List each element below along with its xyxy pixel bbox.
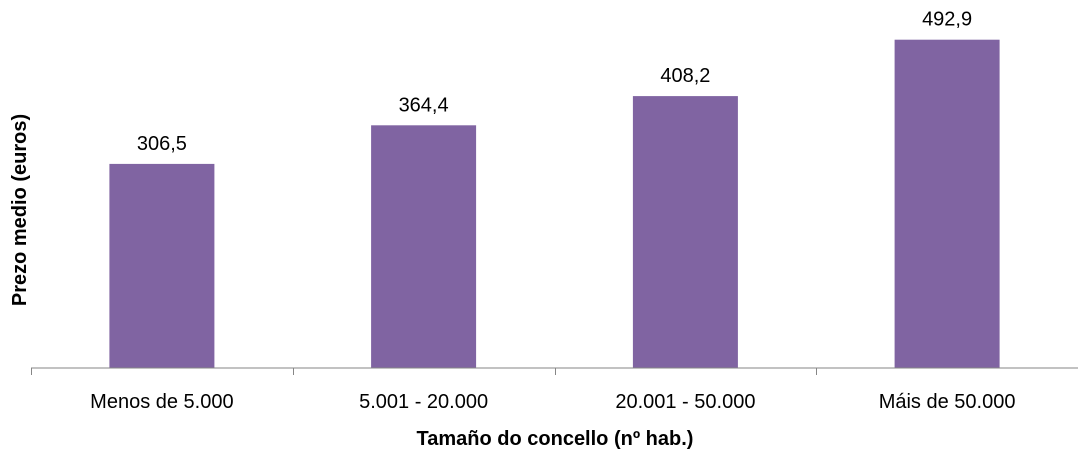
x-tick-label: 20.001 - 50.000 [615,391,755,413]
bar [633,96,738,368]
bars-layer [109,40,999,368]
x-tick-label: Menos de 5.000 [90,391,233,413]
y-axis-title: Prezo medio (euros) [9,114,31,306]
x-axis-ticks [32,368,1078,375]
data-label: 306,5 [137,133,187,155]
data-labels-layer: 306,5 364,4 408,2 492,9 [137,9,972,155]
bar [371,125,476,368]
x-tick-label: Máis de 50.000 [879,391,1016,413]
data-label: 408,2 [660,65,710,87]
data-label: 492,9 [922,9,972,31]
data-label: 364,4 [399,94,449,116]
bar [109,164,214,368]
x-axis-title: Tamaño do concello (nº hab.) [417,428,694,450]
bar [895,40,1000,368]
x-axis-tick-labels: Menos de 5.000 5.001 - 20.000 20.001 - 50.… [90,391,1015,413]
x-tick-label: 5.001 - 20.000 [359,391,488,413]
